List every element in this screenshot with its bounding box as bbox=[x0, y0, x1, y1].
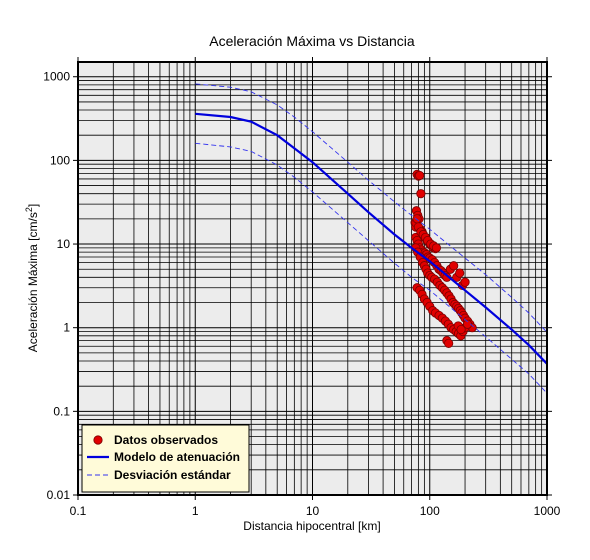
legend-box bbox=[81, 424, 250, 493]
legend-label: Modelo de atenuación bbox=[114, 450, 240, 464]
x-tick-label: 10 bbox=[306, 504, 320, 518]
data-point bbox=[416, 189, 426, 199]
legend-label: Datos observados bbox=[114, 433, 218, 447]
y-tick-label: 1 bbox=[63, 321, 70, 335]
x-tick-label: 1 bbox=[192, 504, 199, 518]
legend-symbol-point bbox=[93, 435, 103, 445]
data-point bbox=[462, 319, 473, 329]
y-axis-label: Aceleración Máxima [cm/s2] bbox=[24, 204, 40, 352]
data-point bbox=[444, 338, 454, 348]
chart-title: Aceleración Máxima vs Distancia bbox=[209, 33, 415, 49]
x-tick-label: 100 bbox=[420, 504, 440, 518]
y-axis-label-end: ] bbox=[26, 204, 40, 207]
data-point bbox=[412, 214, 422, 224]
data-point bbox=[442, 272, 452, 282]
legend-label: Desviación estándar bbox=[114, 468, 231, 482]
y-axis-label-sup: 2 bbox=[24, 207, 34, 212]
legend: Datos observados Modelo de atenuación Desv… bbox=[81, 424, 250, 493]
y-tick-label: 1000 bbox=[43, 70, 70, 84]
grid bbox=[78, 62, 547, 495]
x-tick-label: 0.1 bbox=[70, 504, 87, 518]
series-layer bbox=[195, 83, 548, 394]
y-tick-label: 0.01 bbox=[47, 488, 71, 502]
data-point bbox=[455, 268, 465, 278]
attenuation-model-line bbox=[195, 112, 548, 365]
std-deviation-line bbox=[195, 83, 548, 333]
y-tick-label: 100 bbox=[50, 153, 70, 167]
data-point bbox=[456, 324, 466, 335]
y-tick-label: 0.1 bbox=[53, 404, 70, 418]
data-point bbox=[431, 243, 442, 253]
x-tick-label: 1000 bbox=[534, 504, 561, 518]
data-point bbox=[415, 170, 425, 181]
y-tick-label: 10 bbox=[57, 237, 71, 251]
x-axis-label: Distancia hipocentral [km] bbox=[243, 519, 380, 533]
data-point bbox=[460, 277, 470, 287]
tick-layer: 0.1 1 10 100 1000 0.01 0.1 1 10 100 1000 bbox=[43, 57, 561, 518]
y-axis-label-main: Aceleración Máxima [cm/s bbox=[26, 212, 40, 352]
data-point bbox=[449, 261, 459, 271]
